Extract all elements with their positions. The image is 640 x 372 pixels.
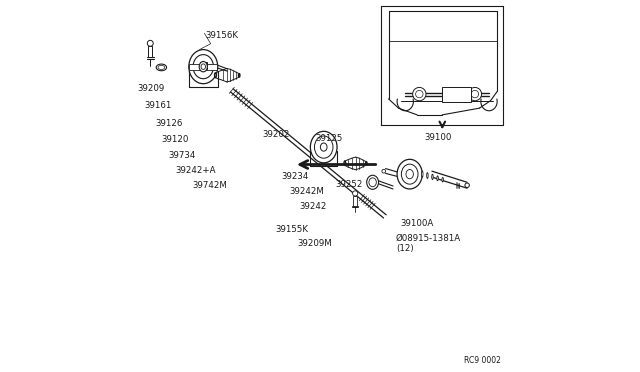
Ellipse shape bbox=[199, 61, 207, 72]
Polygon shape bbox=[353, 196, 357, 206]
Circle shape bbox=[147, 40, 153, 46]
Text: 39125: 39125 bbox=[316, 134, 343, 143]
Polygon shape bbox=[148, 46, 152, 57]
Ellipse shape bbox=[365, 161, 367, 165]
Ellipse shape bbox=[401, 164, 418, 184]
Ellipse shape bbox=[158, 65, 164, 70]
Text: 39155K: 39155K bbox=[276, 225, 308, 234]
Text: 39234: 39234 bbox=[281, 172, 308, 181]
Text: 39100: 39100 bbox=[424, 133, 452, 142]
Circle shape bbox=[353, 191, 358, 196]
Ellipse shape bbox=[201, 64, 205, 70]
Ellipse shape bbox=[321, 143, 327, 151]
Ellipse shape bbox=[442, 177, 444, 182]
Ellipse shape bbox=[367, 175, 378, 189]
Text: 39156K: 39156K bbox=[205, 31, 238, 41]
Ellipse shape bbox=[427, 173, 428, 179]
Circle shape bbox=[413, 87, 426, 101]
Polygon shape bbox=[189, 64, 218, 70]
Text: 39242M: 39242M bbox=[290, 187, 324, 196]
Polygon shape bbox=[200, 62, 207, 69]
Ellipse shape bbox=[422, 171, 423, 177]
Text: 39202: 39202 bbox=[262, 130, 290, 140]
Circle shape bbox=[200, 64, 202, 67]
Circle shape bbox=[204, 64, 207, 67]
Ellipse shape bbox=[189, 49, 218, 84]
Text: 39209M: 39209M bbox=[297, 239, 332, 248]
Ellipse shape bbox=[437, 176, 438, 181]
Ellipse shape bbox=[397, 159, 422, 189]
Circle shape bbox=[382, 169, 385, 173]
Text: 39100A: 39100A bbox=[401, 219, 434, 228]
Ellipse shape bbox=[406, 170, 413, 179]
Ellipse shape bbox=[214, 73, 216, 78]
Circle shape bbox=[471, 90, 479, 98]
Polygon shape bbox=[442, 87, 471, 102]
Text: Ø08915-1381A
(12): Ø08915-1381A (12) bbox=[396, 234, 461, 253]
Text: 39734: 39734 bbox=[168, 151, 195, 160]
Circle shape bbox=[415, 90, 423, 98]
Ellipse shape bbox=[369, 178, 376, 187]
Text: 39242: 39242 bbox=[300, 202, 327, 211]
Circle shape bbox=[468, 87, 481, 101]
Ellipse shape bbox=[193, 55, 214, 79]
Text: 39120: 39120 bbox=[161, 135, 189, 144]
Ellipse shape bbox=[239, 74, 240, 77]
Text: 39161: 39161 bbox=[144, 101, 172, 110]
Text: 39742M: 39742M bbox=[192, 181, 227, 190]
Text: 39252: 39252 bbox=[335, 180, 363, 189]
Ellipse shape bbox=[310, 131, 337, 163]
Ellipse shape bbox=[156, 64, 166, 71]
Text: 39242+A: 39242+A bbox=[175, 166, 216, 175]
Ellipse shape bbox=[314, 136, 333, 158]
Circle shape bbox=[465, 183, 469, 187]
Ellipse shape bbox=[432, 174, 433, 180]
Text: 39126: 39126 bbox=[155, 119, 182, 128]
Text: RC9 0002: RC9 0002 bbox=[464, 356, 501, 365]
Ellipse shape bbox=[344, 161, 346, 165]
Text: 39209: 39209 bbox=[138, 84, 165, 93]
